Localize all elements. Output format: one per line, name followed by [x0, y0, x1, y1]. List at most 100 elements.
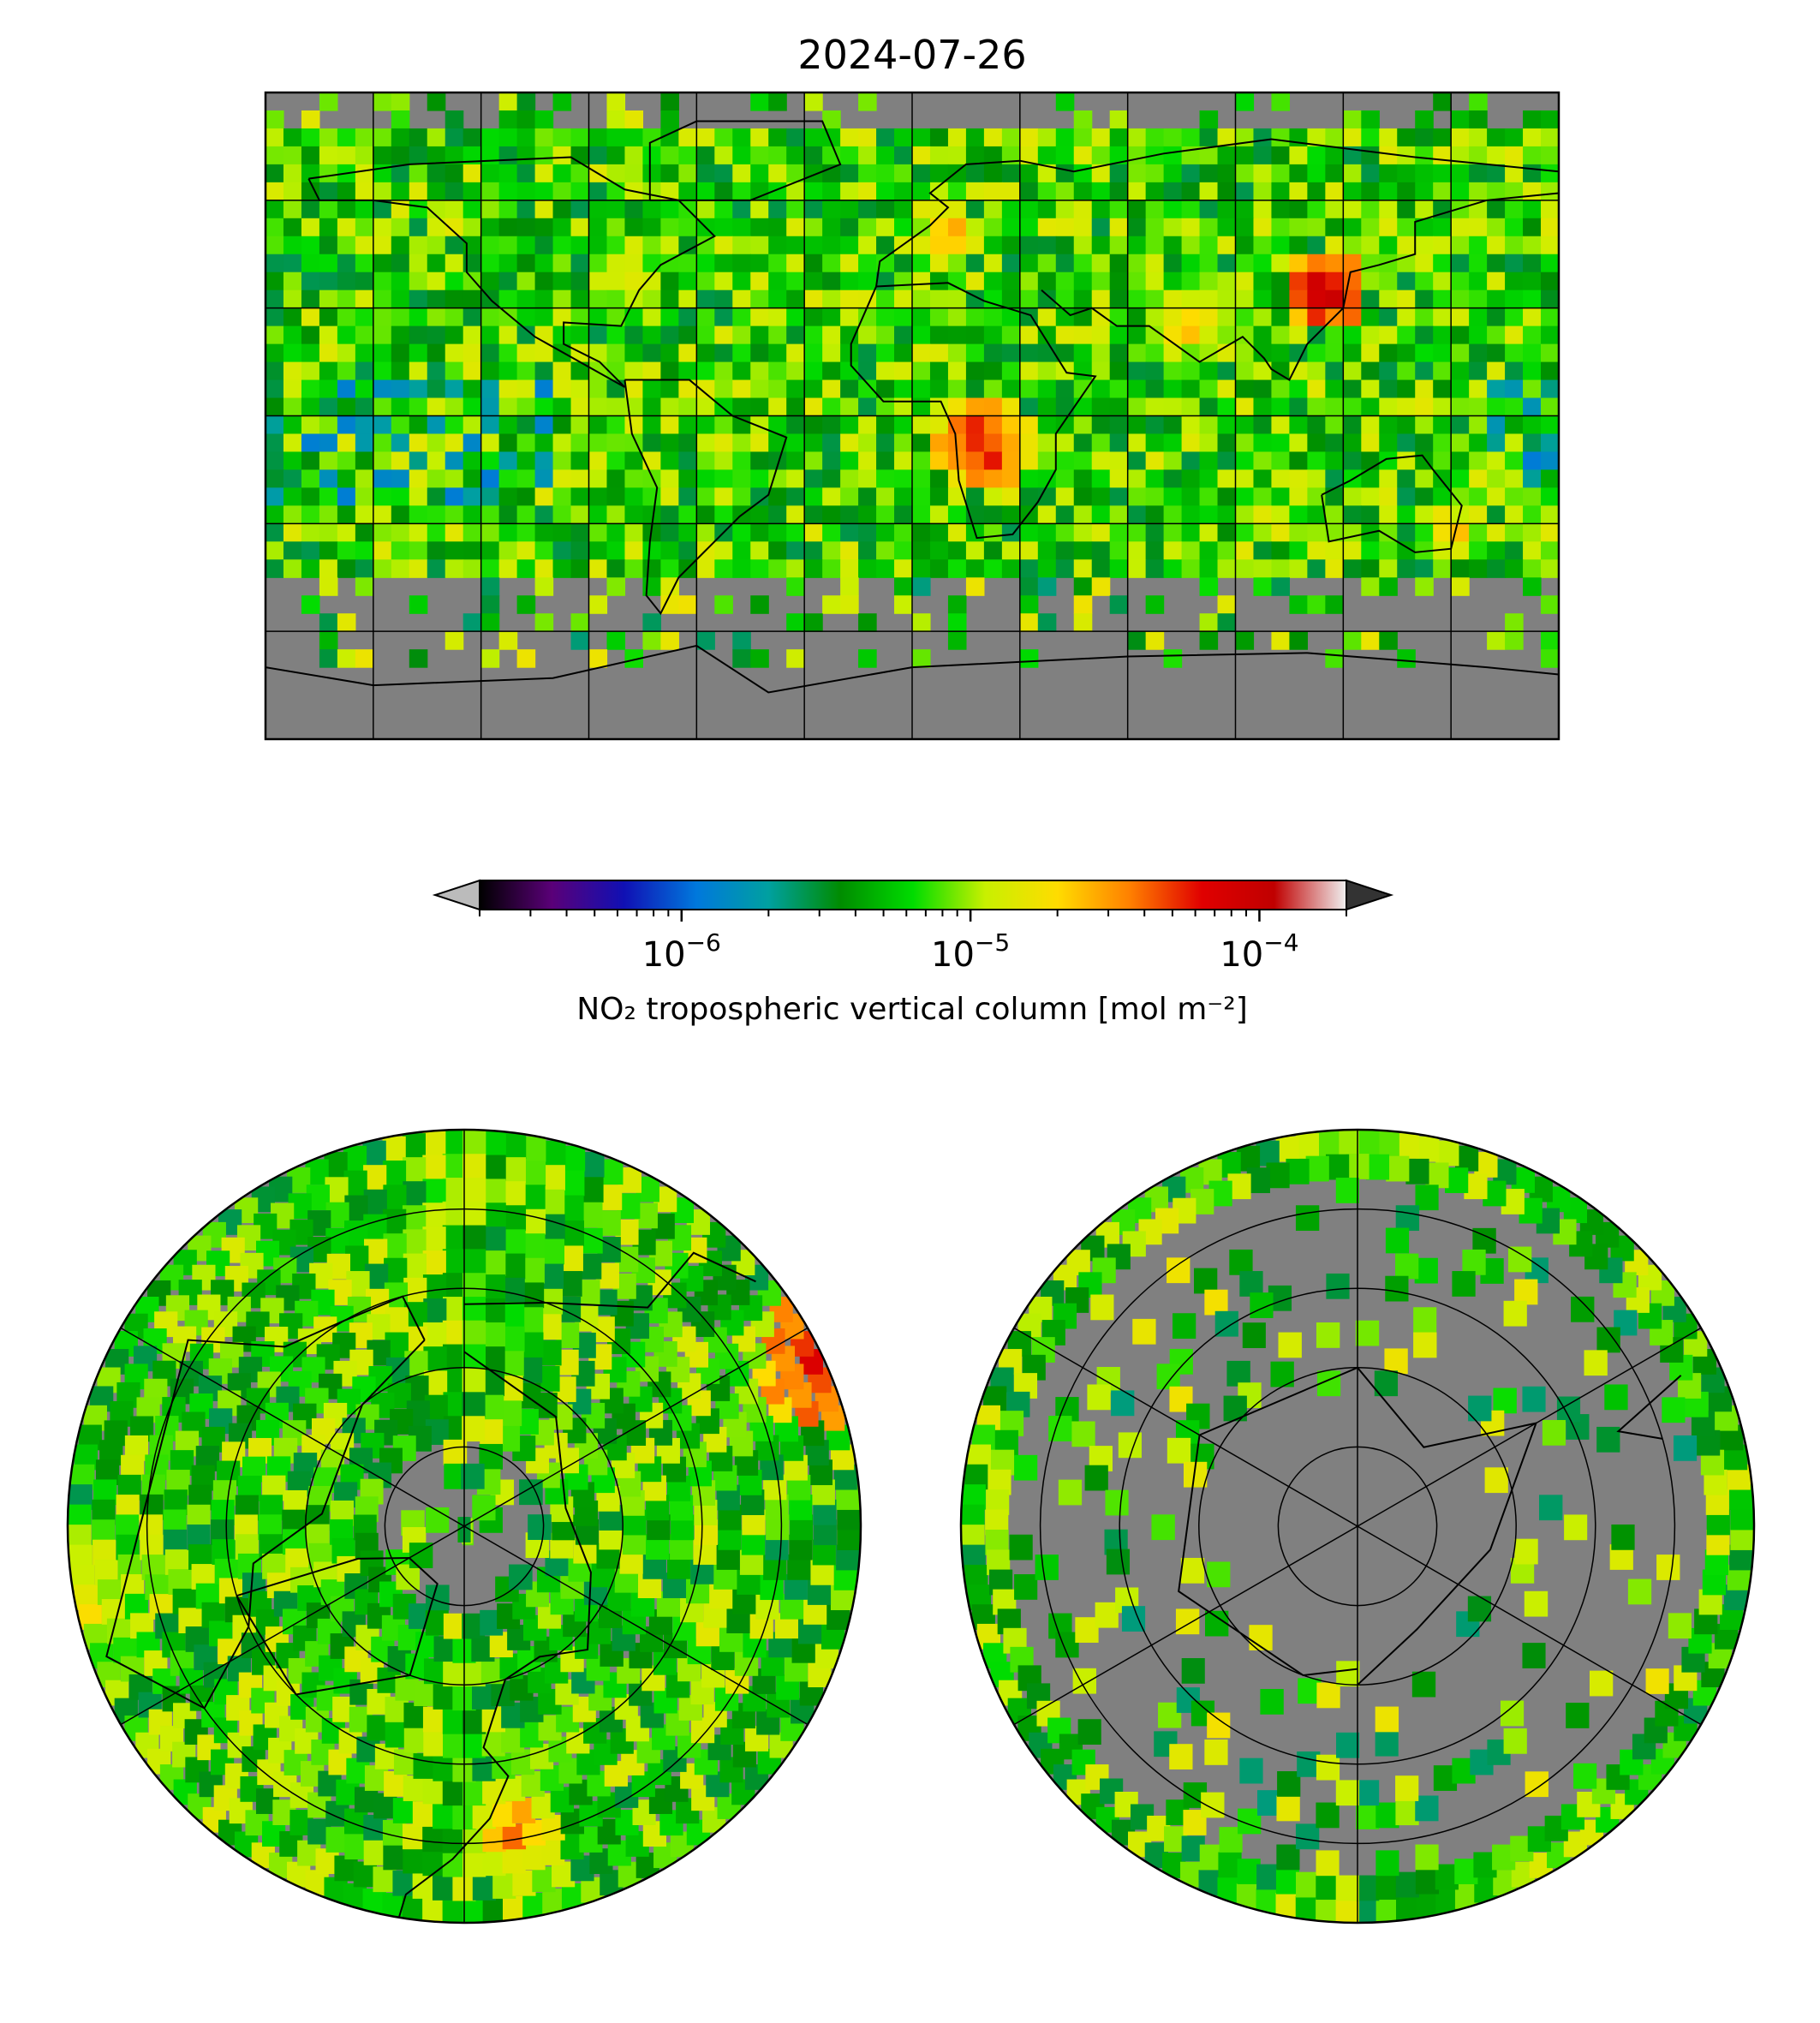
no2-cell	[642, 343, 661, 363]
no2-cell	[266, 523, 284, 542]
no2-cell	[283, 218, 302, 237]
no2-cell	[1415, 307, 1434, 327]
no2-cell	[337, 649, 356, 668]
no2-cell	[1199, 397, 1219, 417]
no2-cell	[1145, 325, 1165, 345]
no2-cell	[1019, 343, 1039, 363]
arctic-gridlines	[120, 1130, 809, 1923]
no2-cell	[1505, 307, 1524, 327]
no2-cell	[1397, 343, 1416, 363]
no2-cell	[480, 164, 500, 183]
no2-cell	[1325, 128, 1344, 147]
no2-cell	[1415, 397, 1434, 417]
no2-cell	[1127, 200, 1147, 219]
no2-cell	[283, 128, 302, 147]
no2-cell	[427, 92, 446, 111]
no2-cell	[409, 254, 428, 273]
no2-cell	[570, 182, 590, 201]
no2-cell	[606, 200, 626, 219]
no2-cell	[516, 182, 536, 201]
no2-cell	[1109, 559, 1129, 578]
no2-cell	[462, 397, 482, 417]
no2-cell	[1235, 631, 1255, 650]
no2-cell	[1433, 487, 1452, 506]
no2-cell	[1433, 146, 1452, 165]
no2-cell	[929, 415, 949, 435]
no2-cell	[822, 415, 841, 435]
no2-cell	[768, 505, 787, 524]
no2-cell	[301, 397, 320, 417]
no2-cell	[1503, 1300, 1527, 1327]
no2-cell	[355, 559, 374, 578]
no2-cell	[912, 523, 931, 542]
no2-cell	[1289, 146, 1308, 165]
no2-cell	[858, 325, 877, 345]
no2-cell	[570, 289, 590, 309]
no2-cell	[391, 469, 410, 488]
no2-cell	[1541, 631, 1559, 650]
no2-cell	[804, 451, 823, 471]
no2-cell	[804, 182, 823, 201]
no2-cell	[516, 559, 536, 578]
no2-cell	[642, 254, 661, 273]
no2-cell	[1235, 487, 1255, 506]
no2-cell	[912, 361, 931, 381]
no2-cell	[965, 415, 985, 435]
no2-cell	[965, 577, 985, 596]
no2-cell	[965, 236, 985, 255]
no2-cell	[1307, 487, 1326, 506]
no2-cell	[373, 415, 392, 435]
no2-cell	[1253, 559, 1273, 578]
no2-cell	[1181, 559, 1201, 578]
no2-cell	[1235, 289, 1255, 309]
no2-cell	[912, 541, 931, 560]
no2-cell	[1335, 1780, 1360, 1806]
no2-cell	[1001, 361, 1021, 381]
no2-cell	[1375, 1898, 1399, 1923]
no2-cell	[570, 487, 590, 506]
no2-cell	[606, 433, 626, 453]
no2-cell	[409, 595, 428, 614]
no2-cell	[355, 254, 374, 273]
no2-cell	[858, 469, 877, 488]
no2-cell	[696, 631, 715, 650]
no2-cell	[929, 469, 949, 488]
no2-cell	[442, 1130, 466, 1156]
no2-cell	[714, 146, 733, 165]
no2-cell	[1451, 236, 1470, 255]
no2-cell	[1019, 595, 1039, 614]
no2-cell	[696, 182, 715, 201]
no2-cell	[1181, 254, 1201, 273]
no2-cell	[1217, 559, 1237, 578]
no2-cell	[522, 1136, 546, 1162]
no2-cell	[1451, 451, 1470, 471]
no2-cell	[283, 254, 302, 273]
no2-cell	[1316, 1754, 1340, 1781]
no2-cell	[929, 487, 949, 506]
no2-cell	[624, 541, 644, 560]
no2-cell	[442, 1899, 466, 1923]
no2-cell	[1451, 433, 1470, 453]
no2-cell	[1397, 128, 1416, 147]
no2-cell	[462, 146, 482, 165]
no2-cell	[266, 128, 284, 147]
no2-cell	[1469, 397, 1488, 417]
no2-cell	[1505, 164, 1524, 183]
no2-cell	[588, 487, 608, 506]
no2-cell	[337, 343, 356, 363]
no2-cell	[947, 128, 967, 147]
no2-cell	[266, 272, 284, 291]
no2-cell	[1217, 379, 1237, 399]
no2-cell	[1055, 379, 1075, 399]
no2-cell	[480, 128, 500, 147]
no2-cell	[301, 595, 320, 614]
no2-cell	[1451, 487, 1470, 506]
no2-cell	[462, 1273, 486, 1298]
no2-cell	[319, 415, 338, 435]
no2-cell	[409, 451, 428, 471]
no2-cell	[1415, 487, 1434, 506]
no2-cell	[1505, 469, 1524, 488]
no2-cell	[1163, 505, 1183, 524]
no2-cell	[894, 254, 913, 273]
no2-cell	[660, 415, 679, 435]
